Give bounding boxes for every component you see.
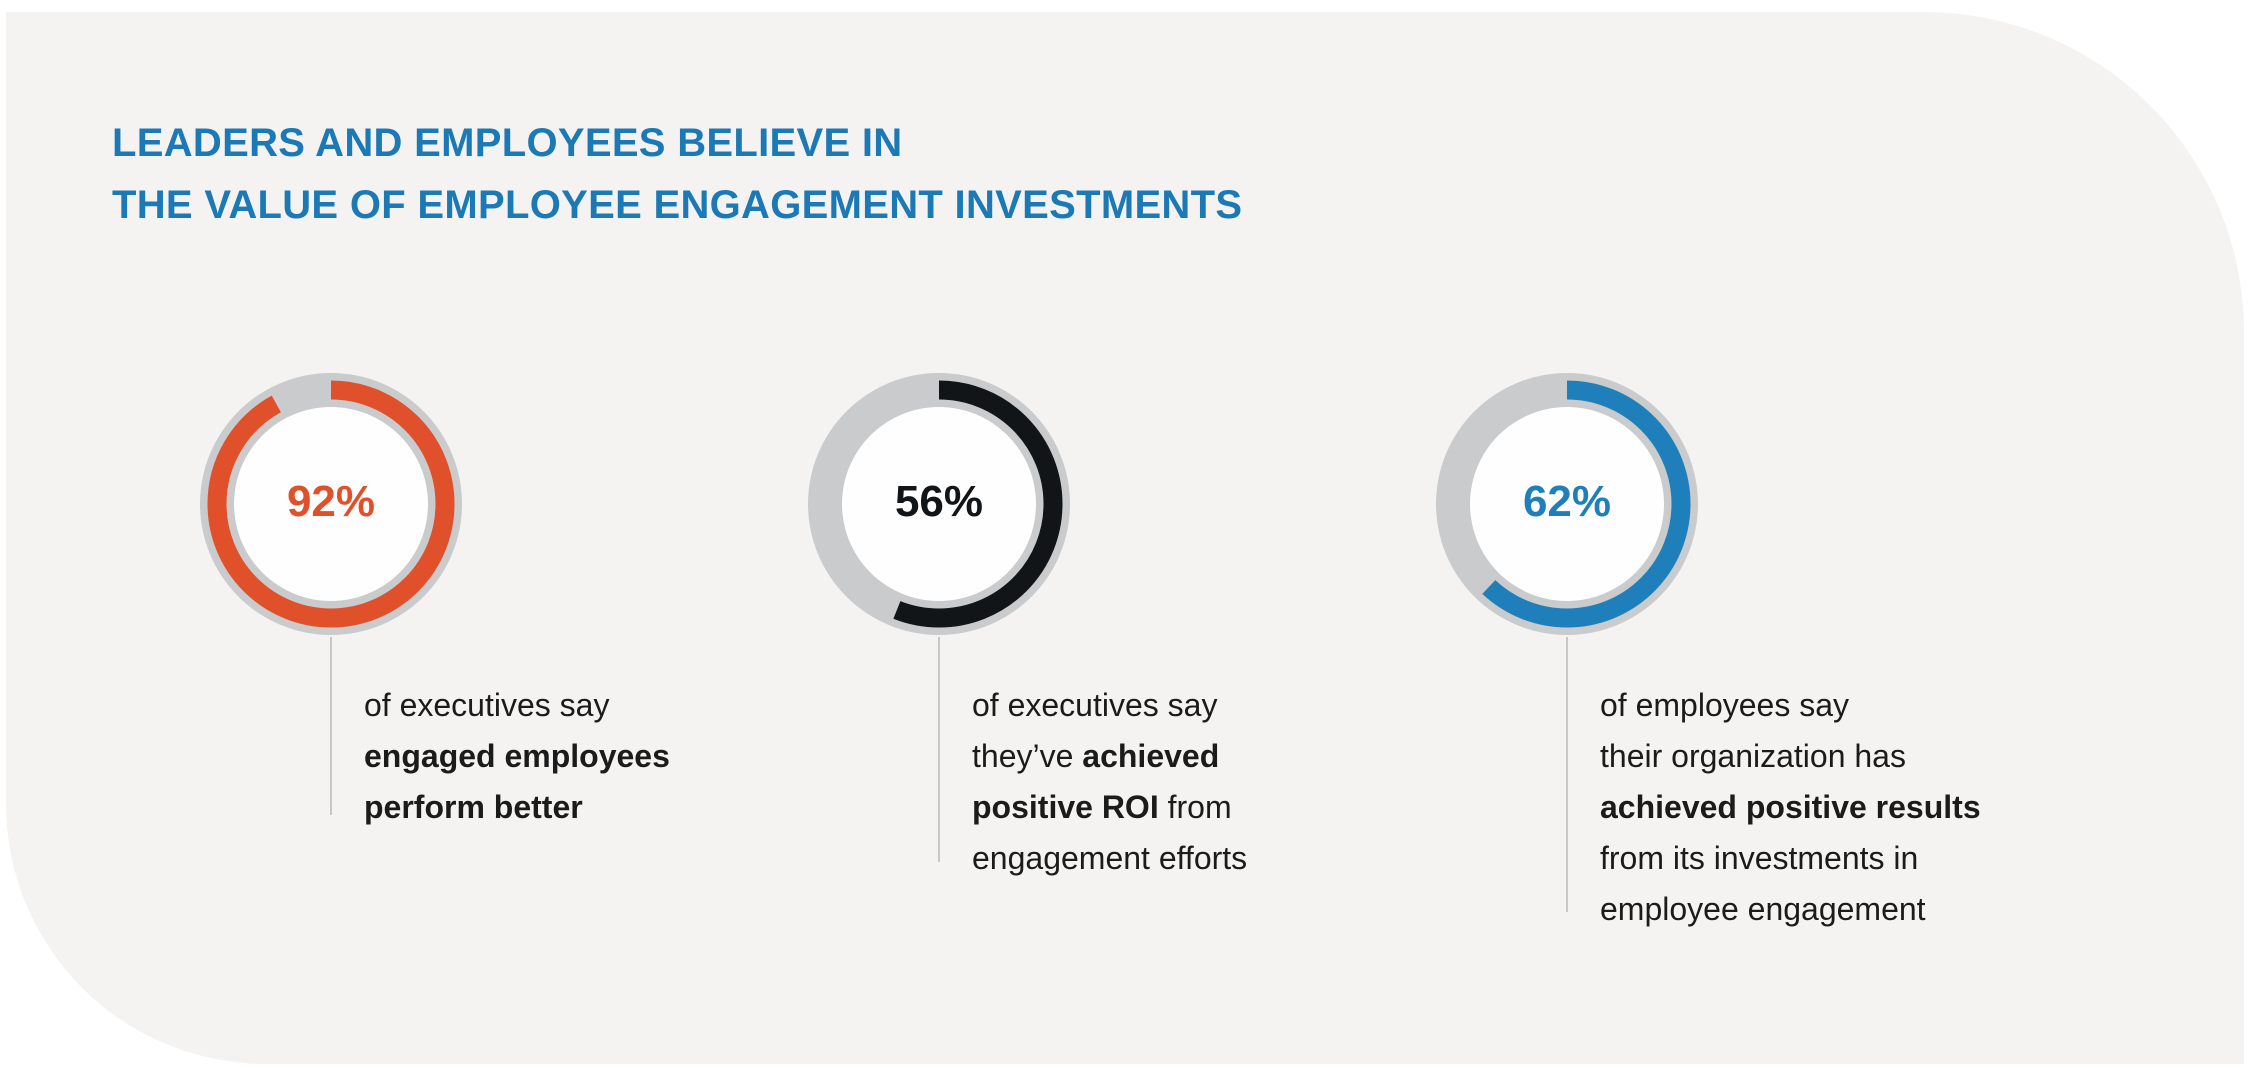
bold-text: perform better <box>364 789 583 825</box>
title-line-1: LEADERS AND EMPLOYEES BELIEVE IN <box>112 121 903 165</box>
text: of executives say <box>972 687 1218 723</box>
stat-description: of executives say engaged employees perfor… <box>364 680 670 833</box>
stat-description: of employees say their organization has ac… <box>1600 680 1981 935</box>
text: engagement efforts <box>972 840 1248 876</box>
stat-description: of executives say they’ve achieved positiv… <box>972 680 1247 884</box>
description-line: employee engagement <box>1600 884 1981 935</box>
text: they’ve <box>972 738 1083 774</box>
text: from <box>1158 789 1232 825</box>
gauge-center <box>234 407 428 601</box>
gauge-center <box>842 407 1036 601</box>
description-line: engagement efforts <box>972 833 1247 884</box>
gauge-arc <box>1443 380 1691 628</box>
percent-label: 56% <box>894 477 984 526</box>
page-title: LEADERS AND EMPLOYEES BELIEVE IN THE VAL… <box>112 112 1242 236</box>
description-line: of executives say <box>364 680 670 731</box>
description-line: engaged employees <box>364 731 670 782</box>
bold-text: engaged employees <box>364 738 670 774</box>
description-line: achieved positive results <box>1600 782 1981 833</box>
description-line: of employees say <box>1600 680 1981 731</box>
text: of executives say <box>364 687 610 723</box>
gauge-arc <box>815 380 1063 628</box>
text: employee engagement <box>1600 891 1926 927</box>
bold-text: achieved positive results <box>1600 789 1981 825</box>
description-line: of executives say <box>972 680 1247 731</box>
text: of employees say <box>1600 687 1850 723</box>
bold-text: positive ROI <box>972 789 1159 825</box>
connector-line <box>330 637 332 815</box>
description-line: perform better <box>364 782 670 833</box>
description-line: their organization has <box>1600 731 1981 782</box>
percent-label: 62% <box>1522 477 1612 526</box>
text: their organization has <box>1600 738 1906 774</box>
gauge-center <box>1470 407 1664 601</box>
title-line-2: THE VALUE OF EMPLOYEE ENGAGEMENT INVESTM… <box>112 183 1243 227</box>
gauge-2 <box>808 373 1070 635</box>
description-line: they’ve achieved <box>972 731 1247 782</box>
text: from its investments in <box>1600 840 1919 876</box>
gauge-arc <box>207 380 455 628</box>
connector-line <box>938 637 940 862</box>
description-line: from its investments in <box>1600 833 1981 884</box>
description-line: positive ROI from <box>972 782 1247 833</box>
gauge-1 <box>200 373 462 635</box>
connector-line <box>1566 637 1568 912</box>
bold-text: achieved <box>1082 738 1220 774</box>
percent-label: 92% <box>286 477 376 526</box>
gauge-3 <box>1436 373 1698 635</box>
